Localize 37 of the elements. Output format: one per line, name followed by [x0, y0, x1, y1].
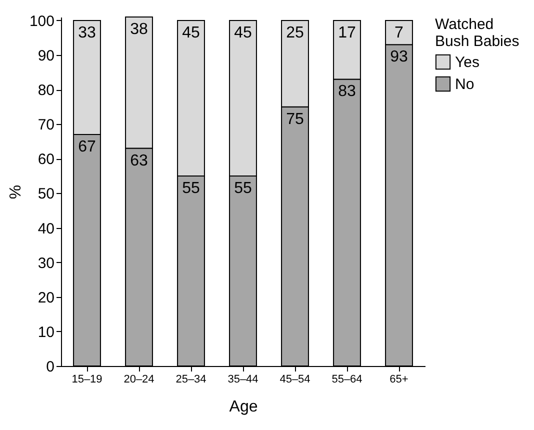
- legend-label: No: [455, 76, 474, 93]
- data-label: 25: [286, 24, 304, 42]
- data-label: 45: [182, 24, 200, 42]
- data-label: 75: [286, 110, 304, 128]
- data-label: 93: [390, 48, 408, 66]
- y-tick-label: 50: [38, 186, 54, 203]
- x-tick-label: 45–54: [280, 374, 310, 386]
- y-tick-label: 40: [38, 220, 54, 238]
- data-label: 55: [234, 180, 252, 197]
- y-tick-label: 90: [38, 48, 54, 65]
- data-label: 33: [78, 24, 96, 42]
- legend-title: Watched Bush Babies: [435, 16, 520, 50]
- y-tick-label: 20: [38, 289, 54, 306]
- y-tick-label: 30: [38, 254, 54, 272]
- data-label: 67: [78, 138, 96, 156]
- data-label: 7: [394, 24, 404, 42]
- y-tick-label: 60: [38, 151, 54, 168]
- data-label: 83: [338, 83, 356, 100]
- y-tick-label: 80: [38, 82, 54, 100]
- x-tick-label: 15–19: [72, 374, 102, 386]
- data-label: 45: [234, 24, 252, 42]
- data-label: 38: [130, 21, 148, 38]
- y-tick-label: 0: [46, 358, 54, 376]
- x-tick-label: 55–64: [332, 374, 362, 386]
- data-label: 17: [338, 24, 356, 42]
- legend-label: Yes: [455, 54, 480, 71]
- x-tick-label: 20–24: [124, 374, 154, 386]
- x-axis-title: Age: [229, 398, 258, 416]
- y-tick-label: 70: [38, 116, 54, 134]
- y-axis-title: %: [7, 184, 24, 200]
- x-tick-label: 25–34: [176, 374, 206, 386]
- y-tick-label: 10: [38, 324, 54, 341]
- data-label: 63: [130, 152, 148, 170]
- x-tick-label: 35–44: [228, 374, 258, 386]
- x-tick-label: 65+: [390, 374, 408, 386]
- data-label: 55: [182, 180, 200, 197]
- y-tick-label: 100: [29, 12, 54, 30]
